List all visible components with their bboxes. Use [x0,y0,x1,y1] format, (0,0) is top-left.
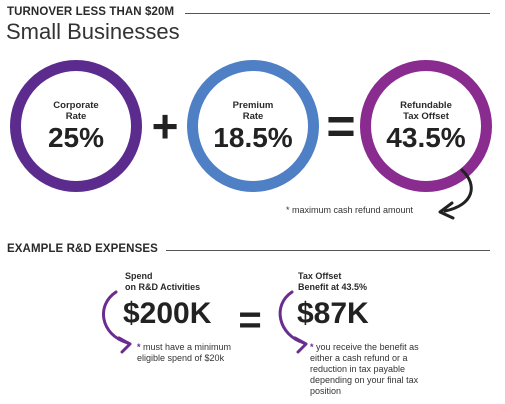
premium-rate-label: Premium Rate [232,99,274,122]
premium-rate-circle: Premium Rate 18.5% [187,60,319,192]
spend-note: * must have a minimum eligible spend of … [137,342,232,363]
section-title-turnover: TURNOVER LESS THAN $20M [7,6,175,18]
corporate-rate-value: 25% [47,121,105,153]
section-title-example: EXAMPLE R&D EXPENSES [7,243,158,255]
section-divider-top [185,13,490,14]
section-divider-example [166,250,490,251]
refundable-offset-circle: Refundable Tax Offset 43.5% [360,60,492,192]
premium-rate-value: 18.5% [213,121,293,153]
plus-operator: + [151,100,179,152]
offset-label: Tax Offset Benefit at 43.5% [298,271,368,292]
spend-label: Spend on R&D Activities [125,271,201,292]
equals-operator-example: = [238,298,262,342]
refundable-offset-value: 43.5% [386,121,466,153]
corporate-rate-circle: Corporate Rate 25% [10,60,142,192]
equals-operator-rates: = [326,98,356,154]
max-refund-footnote: * maximum cash refund amount [286,205,414,215]
offset-value: $87K [297,297,369,330]
offset-note: * you receive the benefit as either a ca… [310,342,419,396]
corporate-rate-label: Corporate Rate [53,99,99,122]
refundable-offset-label: Refundable Tax Offset [400,99,452,122]
spend-value: $200K [123,297,212,330]
page-subtitle: Small Businesses [6,19,180,44]
